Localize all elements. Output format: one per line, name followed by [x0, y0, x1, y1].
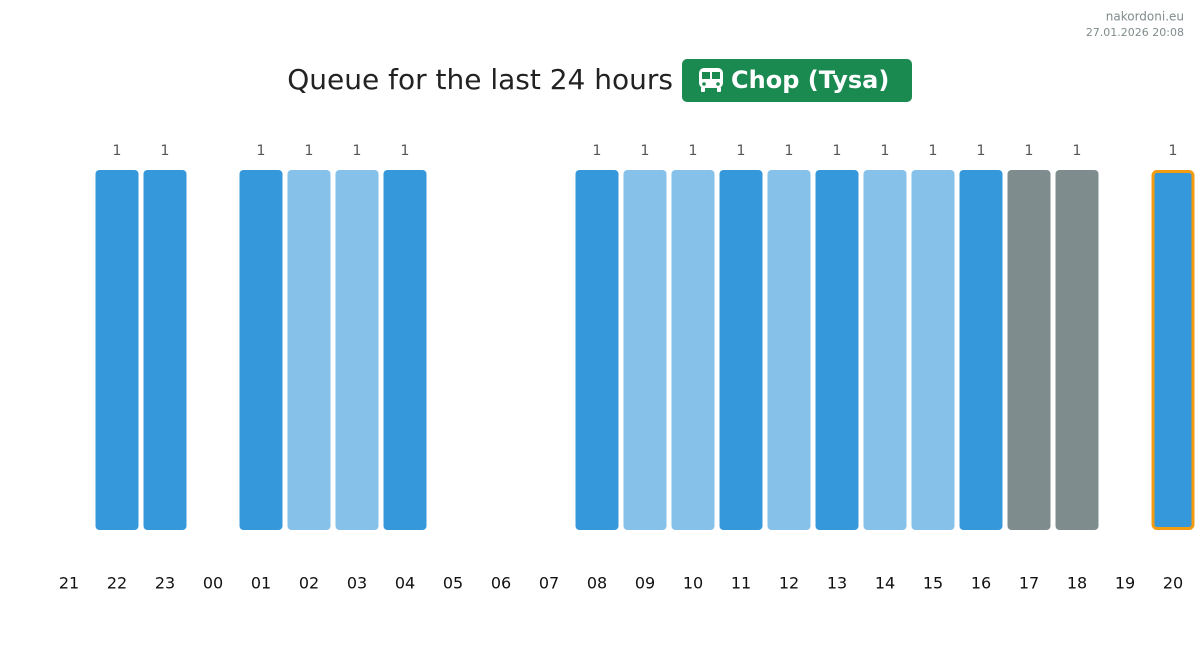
badge: [682, 59, 912, 102]
x-tick-label: 15: [923, 574, 943, 593]
value-label: 1: [641, 143, 650, 159]
value-label: 1: [689, 143, 698, 159]
value-label: 1: [1073, 143, 1082, 159]
bar: [1007, 170, 1051, 530]
value-label: 1: [113, 143, 122, 159]
x-tick-label: 20: [1163, 574, 1183, 593]
bar: [575, 170, 619, 530]
value-label: 1: [257, 143, 266, 159]
x-tick-label: 03: [347, 574, 367, 593]
value-label: 1: [881, 143, 890, 159]
value-label: 1: [401, 143, 410, 159]
x-tick-label: 22: [107, 574, 127, 593]
value-label: 1: [1169, 143, 1178, 159]
value-label: 1: [977, 143, 986, 159]
timestamp: 27.01.2026 20:08: [1086, 26, 1184, 39]
bar: [767, 170, 811, 530]
x-tick-label: 02: [299, 574, 319, 593]
x-tick-label: 23: [155, 574, 175, 593]
x-tick-label: 21: [59, 574, 79, 593]
bar: [383, 170, 427, 530]
value-label: 1: [161, 143, 170, 159]
x-tick-label: 05: [443, 574, 463, 593]
bar: [1151, 170, 1195, 530]
x-tick-label: 11: [731, 574, 751, 593]
x-tick-label: 13: [827, 574, 847, 593]
x-tick-label: 14: [875, 574, 895, 593]
x-tick-label: 04: [395, 574, 415, 593]
x-tick-label: 01: [251, 574, 271, 593]
x-tick-label: 06: [491, 574, 511, 593]
bar: [143, 170, 187, 530]
x-tick-label: 09: [635, 574, 655, 593]
bar: [911, 170, 955, 530]
x-tick-label: 16: [971, 574, 991, 593]
value-label: 1: [833, 143, 842, 159]
value-label: 1: [1025, 143, 1034, 159]
x-tick-label: 19: [1115, 574, 1135, 593]
value-label: 1: [593, 143, 602, 159]
bar: [671, 170, 715, 530]
bar: [623, 170, 667, 530]
source: nakordoni.eu: [1106, 10, 1184, 24]
bar: [863, 170, 907, 530]
value-label: 1: [305, 143, 314, 159]
bar: [815, 170, 859, 530]
x-tick-label: 00: [203, 574, 223, 593]
bar: [335, 170, 379, 530]
bar: [95, 170, 139, 530]
bar: [287, 170, 331, 530]
value-label: 1: [353, 143, 362, 159]
x-tick-label: 17: [1019, 574, 1039, 593]
badge-label: Chop (Tysa): [731, 66, 889, 94]
value-label: 1: [785, 143, 794, 159]
x-tick-label: 08: [587, 574, 607, 593]
x-tick-label: 12: [779, 574, 799, 593]
x-tick-label: 07: [539, 574, 559, 593]
chart-title: Queue for the last 24 hours: [287, 63, 673, 96]
x-tick-label: 10: [683, 574, 703, 593]
bar: [239, 170, 283, 530]
value-label: 1: [929, 143, 938, 159]
bar: [1055, 170, 1099, 530]
bar: [959, 170, 1003, 530]
bar: [719, 170, 763, 530]
x-tick-label: 18: [1067, 574, 1087, 593]
value-label: 1: [737, 143, 746, 159]
bus-icon: [699, 68, 723, 92]
